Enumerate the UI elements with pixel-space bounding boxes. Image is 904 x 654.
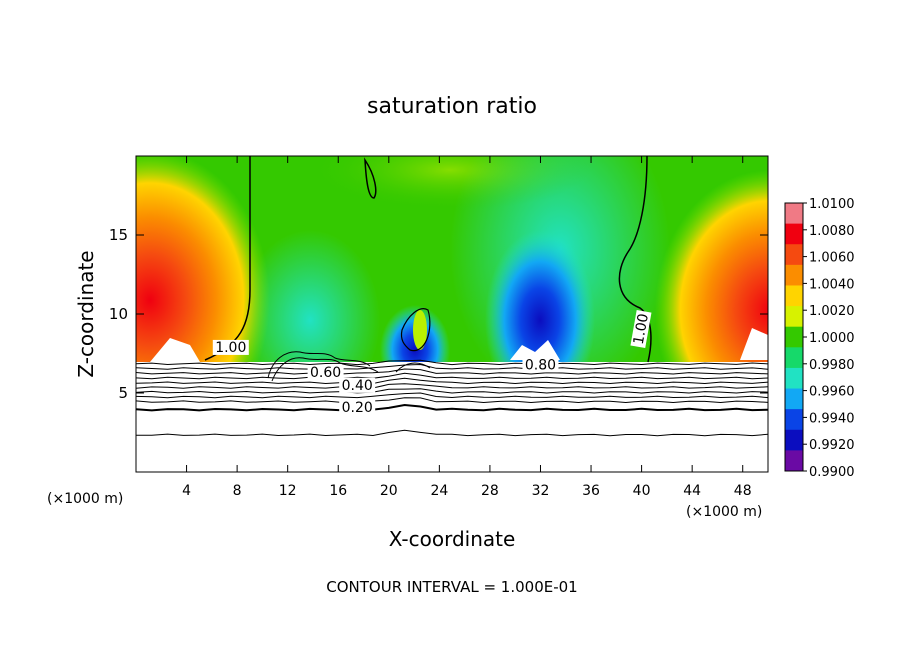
contour-line	[271, 357, 379, 382]
colorbar-swatch	[785, 450, 803, 472]
x-axis-ticks: 4 8 12 16 20 24 28 32 36 40 44 48	[182, 156, 752, 499]
x-tick-label: 8	[233, 483, 242, 499]
colorbar-label: 1.0080	[809, 224, 855, 239]
contour-line	[136, 359, 768, 366]
colorbar-label: 0.9960	[809, 385, 855, 400]
contour-line	[136, 429, 768, 437]
field-lime-top	[310, 156, 590, 210]
contour-line	[136, 388, 768, 394]
contour-line	[400, 308, 431, 352]
white-gap-left	[150, 338, 200, 362]
x-tick-label: 48	[734, 483, 752, 499]
colorbar-label: 0.9900	[809, 465, 855, 480]
x-tick-label: 24	[430, 483, 448, 499]
y-axis-label: Z-coordinate	[74, 250, 98, 377]
contour-label: 0.40	[342, 378, 373, 394]
chart-title: saturation ratio	[367, 94, 537, 119]
x-tick-label: 44	[683, 483, 701, 499]
contour-line	[136, 383, 768, 389]
colorbar-swatch	[785, 388, 803, 410]
x-tick-label: 32	[532, 483, 550, 499]
x-tick-label: 16	[329, 483, 347, 499]
contour-label: 1.00	[631, 312, 652, 345]
contour-interval-note: CONTOUR INTERVAL = 1.000E-01	[326, 578, 577, 596]
contour-labels: 1.00 0.600.40 0.20 0.80 1.00	[212, 309, 652, 416]
contour-label: 0.80	[525, 357, 556, 373]
contour-line	[136, 403, 768, 412]
contour-label: 0.60	[310, 365, 341, 381]
colorbar-swatch	[785, 347, 803, 369]
colorbar-label: 1.0040	[809, 277, 855, 292]
colorbar-label: 1.0060	[809, 251, 855, 266]
contour-line	[136, 372, 768, 380]
colorbar-label: 1.0000	[809, 331, 855, 346]
contour-line	[136, 368, 768, 375]
contour-label: 1.00	[215, 340, 246, 356]
colorbar-swatch	[785, 326, 803, 348]
colorbar-label: 0.9980	[809, 358, 855, 373]
y-tick-label: 10	[109, 305, 128, 323]
colorbar-swatch	[785, 409, 803, 431]
colorbar-label: 0.9940	[809, 411, 855, 426]
contour-label-bg	[630, 309, 652, 349]
contour-label-bg	[212, 339, 249, 355]
contour-label-bg	[339, 399, 376, 415]
contour-label-bg	[339, 377, 376, 393]
x-tick-label: 28	[481, 483, 499, 499]
plot-field	[136, 156, 768, 472]
field-lower-white	[136, 362, 768, 472]
contour-line	[267, 351, 371, 379]
contour-line	[364, 157, 377, 199]
white-gap-right	[510, 340, 560, 360]
y-tick-label: 5	[118, 384, 128, 402]
x-tick-label: 4	[182, 483, 191, 499]
x-tick-label: 12	[279, 483, 297, 499]
contour-line	[136, 397, 768, 404]
x-tick-label: 20	[380, 483, 398, 499]
x-axis-label: X-coordinate	[389, 527, 516, 551]
colorbar: 1.0100 1.0080 1.0060 1.0040 1.0020 1.0000 0.99…	[784, 197, 855, 480]
contour-line	[136, 392, 768, 399]
y-tick-label: 15	[109, 226, 128, 244]
colorbar-swatch	[785, 223, 803, 245]
x-unit-right: (×1000 m)	[686, 504, 762, 520]
colorbar-label: 1.0020	[809, 304, 855, 319]
colorbar-label: 0.9920	[809, 438, 855, 453]
contour-label-bg	[307, 365, 344, 381]
colorbar-swatch	[785, 285, 803, 307]
contour-label-bg	[522, 357, 559, 373]
colorbar-swatch	[785, 244, 803, 266]
contour-line	[618, 156, 652, 363]
contour-line	[136, 377, 768, 385]
white-gap-far-right	[740, 328, 768, 360]
x-tick-label: 36	[582, 483, 600, 499]
colorbar-swatch	[785, 203, 803, 225]
colorbar-swatch	[785, 367, 803, 390]
field-lime-patch	[413, 310, 427, 350]
colorbar-swatch	[785, 264, 803, 286]
contour-line	[136, 363, 768, 370]
colorbar-label: 1.0100	[809, 197, 855, 212]
contour-line-group	[136, 359, 768, 437]
y-axis-ticks: 5 10 15	[109, 226, 768, 402]
x-unit-left: (×1000 m)	[47, 491, 123, 507]
contour-label: 0.20	[342, 400, 373, 416]
colorbar-swatch	[785, 306, 803, 328]
colorbar-swatch	[785, 429, 803, 451]
x-tick-label: 40	[633, 483, 651, 499]
